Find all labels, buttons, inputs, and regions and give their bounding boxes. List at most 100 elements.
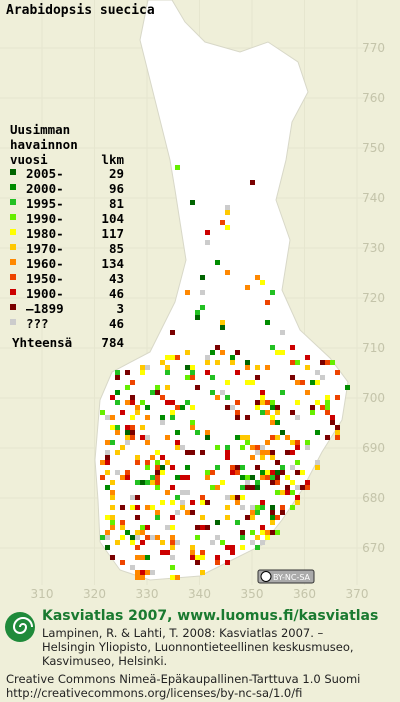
legend-swatch — [10, 214, 16, 220]
observation-square — [140, 365, 145, 370]
observation-square — [280, 465, 285, 470]
legend-swatch — [10, 304, 16, 310]
observation-square — [225, 210, 230, 215]
observation-square — [290, 490, 295, 495]
observation-square — [240, 485, 245, 490]
observation-square — [200, 275, 205, 280]
observation-square — [175, 495, 180, 500]
observation-square — [155, 465, 160, 470]
observation-square — [110, 490, 115, 495]
observation-square — [240, 465, 245, 470]
legend-col-count: lkm — [101, 152, 124, 167]
observation-square — [235, 370, 240, 375]
observation-square — [160, 500, 165, 505]
observation-square — [170, 330, 175, 335]
observation-square — [190, 375, 195, 380]
observation-square — [245, 485, 250, 490]
observation-square — [195, 385, 200, 390]
observation-square — [120, 520, 125, 525]
observation-square — [245, 475, 250, 480]
observation-square — [230, 550, 235, 555]
observation-square — [195, 430, 200, 435]
observation-square — [105, 530, 110, 535]
observation-square — [235, 410, 240, 415]
license-url: http://creativecommons.org/licenses/by-n… — [6, 686, 302, 700]
grid-label: 770 — [362, 41, 385, 55]
observation-square — [190, 545, 195, 550]
observation-square — [295, 380, 300, 385]
cc-badge-text: BY-NC-SA — [273, 573, 311, 582]
observation-square — [270, 290, 275, 295]
observation-square — [125, 430, 130, 435]
observation-square — [160, 415, 165, 420]
license: Creative Commons Nimeä-Epäkaupallinen-Ta… — [6, 672, 360, 686]
observation-square — [145, 405, 150, 410]
observation-square — [180, 405, 185, 410]
observation-square — [110, 525, 115, 530]
legend-count: 3 — [116, 301, 124, 316]
observation-square — [165, 550, 170, 555]
legend-swatch — [10, 244, 16, 250]
observation-square — [345, 385, 350, 390]
observation-square — [270, 470, 275, 475]
observation-square — [170, 415, 175, 420]
observation-square — [140, 570, 145, 575]
observation-square — [145, 570, 150, 575]
legend-label: 1990- — [26, 211, 64, 226]
observation-square — [175, 355, 180, 360]
observation-square — [305, 390, 310, 395]
observation-square — [285, 490, 290, 495]
observation-square — [260, 390, 265, 395]
observation-square — [270, 345, 275, 350]
observation-square — [135, 505, 140, 510]
total-value: 784 — [101, 335, 124, 350]
observation-square — [145, 535, 150, 540]
observation-square — [110, 515, 115, 520]
observation-square — [290, 345, 295, 350]
observation-square — [145, 365, 150, 370]
observation-square — [160, 360, 165, 365]
observation-square — [205, 240, 210, 245]
observation-square — [185, 450, 190, 455]
observation-square — [110, 415, 115, 420]
observation-square — [325, 395, 330, 400]
observation-square — [185, 365, 190, 370]
observation-square — [185, 490, 190, 495]
observation-square — [325, 360, 330, 365]
observation-square — [215, 555, 220, 560]
observation-square — [230, 355, 235, 360]
legend-heading: Uusimman — [10, 122, 70, 137]
legend-count: 46 — [109, 316, 124, 331]
citation: Lampinen, R. & Lahti, T. 2008: Kasviatla… — [42, 626, 324, 640]
observation-square — [145, 525, 150, 530]
observation-square — [200, 515, 205, 520]
observation-square — [105, 450, 110, 455]
observation-square — [115, 390, 120, 395]
legend-count: 104 — [101, 211, 124, 226]
observation-square — [220, 325, 225, 330]
observation-square — [295, 460, 300, 465]
observation-square — [125, 530, 130, 535]
observation-square — [145, 460, 150, 465]
observation-square — [285, 435, 290, 440]
observation-square — [155, 450, 160, 455]
legend-swatch — [10, 259, 16, 265]
observation-square — [190, 500, 195, 505]
observation-square — [265, 475, 270, 480]
observation-square — [275, 435, 280, 440]
observation-square — [240, 535, 245, 540]
observation-square — [230, 470, 235, 475]
observation-square — [205, 525, 210, 530]
observation-square — [325, 435, 330, 440]
observation-square — [115, 430, 120, 435]
observation-square — [325, 405, 330, 410]
observation-square — [250, 180, 255, 185]
legend-count: 29 — [109, 166, 124, 181]
observation-square — [100, 535, 105, 540]
observation-square — [330, 415, 335, 420]
observation-square — [100, 410, 105, 415]
observation-square — [270, 420, 275, 425]
observation-square — [280, 490, 285, 495]
observation-square — [295, 495, 300, 500]
observation-square — [255, 375, 260, 380]
